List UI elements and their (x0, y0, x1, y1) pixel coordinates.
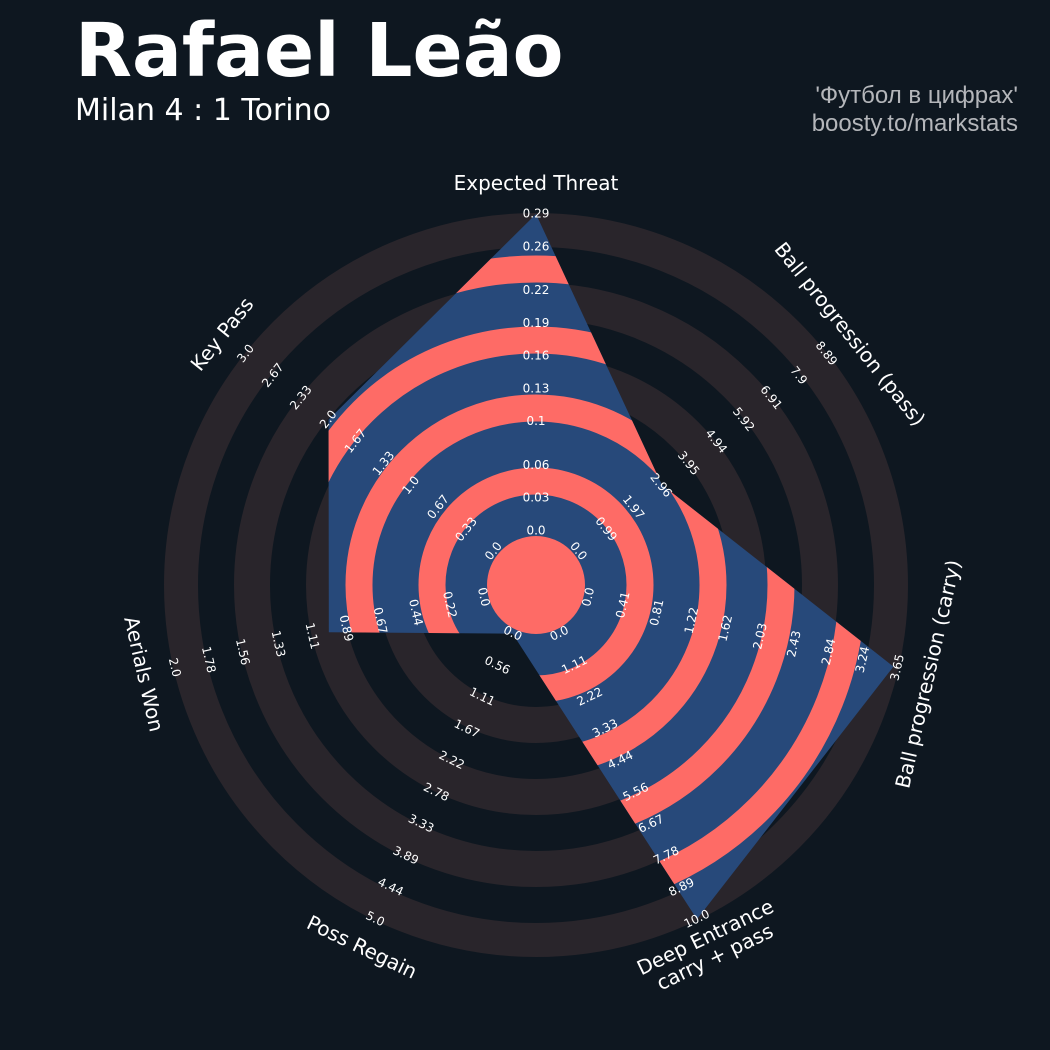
tick-label: 2.0 (166, 657, 184, 679)
tick-label: 0.81 (647, 598, 667, 627)
tick-label: 0.29 (523, 207, 550, 221)
tick-label: 3.65 (887, 653, 907, 682)
tick-label: 0.0 (475, 586, 493, 608)
tick-label: 2.03 (750, 622, 770, 651)
param-label: Expected Threat (453, 171, 619, 195)
tick-label: 0.03 (523, 491, 550, 505)
tick-label: 1.56 (233, 637, 253, 666)
tick-label: 0.41 (613, 590, 633, 619)
tick-label: 1.33 (269, 629, 289, 658)
tick-label: 0.56 (482, 653, 512, 677)
tick-label: 0.44 (406, 598, 426, 627)
credit: boosty.to/markstats (811, 110, 1018, 137)
tick-label: 0.89 (337, 614, 357, 643)
tick-label: 0.1 (526, 414, 545, 428)
tick-label: 2.84 (819, 637, 839, 666)
tick-label: 1.11 (303, 621, 323, 650)
tick-label: 0.0 (579, 586, 597, 608)
tick-label: 2.43 (784, 629, 804, 658)
tick-label: 1.62 (716, 614, 736, 643)
tick-label: 0.06 (523, 458, 550, 472)
tick-label: 1.78 (199, 645, 219, 674)
tick-label: 0.13 (523, 381, 550, 395)
radar-inner-disk (487, 536, 585, 634)
tick-label: 0.19 (523, 316, 550, 330)
tick-label: 0.22 (523, 283, 550, 297)
tick-label: 3.24 (853, 645, 873, 674)
tick-label: 0.0 (526, 524, 545, 538)
tick-label: 0.67 (371, 606, 391, 635)
credit: 'Футбол в цифрах' (815, 82, 1018, 109)
chart-title: Rafael Leão (75, 8, 564, 94)
chart-subtitle: Milan 4 : 1 Torino (75, 93, 331, 128)
tick-label: 0.22 (440, 590, 460, 619)
tick-label: 1.22 (682, 606, 702, 635)
radar-area (328, 214, 894, 920)
tick-label: 0.16 (523, 349, 550, 363)
tick-label: 0.26 (523, 239, 550, 253)
